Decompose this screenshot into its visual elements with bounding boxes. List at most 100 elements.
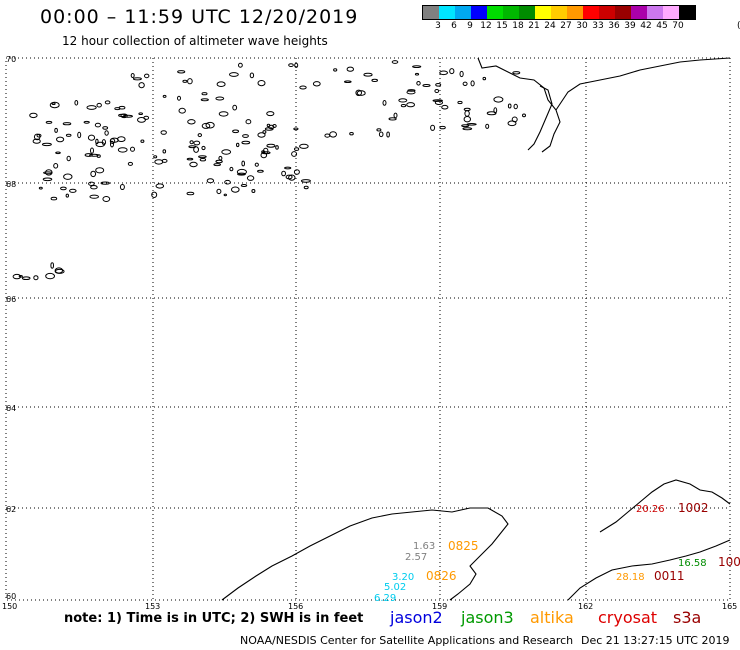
- ice-contour: [32, 138, 41, 144]
- ice-contour: [198, 155, 207, 159]
- legend-swatch: [567, 6, 583, 19]
- ice-contour: [275, 145, 279, 150]
- ice-contour: [96, 102, 102, 108]
- ice-contour: [388, 117, 397, 121]
- legend-swatch: [487, 6, 503, 19]
- ice-contour: [66, 155, 71, 162]
- lat-label-62: 62: [6, 505, 16, 514]
- coastline-inlet: [527, 85, 553, 151]
- lat-label-66: 66: [6, 295, 16, 304]
- legend-label: 12: [480, 21, 492, 31]
- legend-swatch: [583, 6, 599, 19]
- obs-value: 6.29: [374, 593, 396, 604]
- lon-label-150: 150: [2, 602, 17, 611]
- ice-contour: [463, 107, 471, 112]
- ice-contour: [12, 273, 22, 280]
- legend-swatch: [615, 6, 631, 19]
- ice-contour: [457, 100, 463, 105]
- ice-contour: [449, 68, 455, 75]
- ice-contour: [470, 80, 475, 87]
- legend-label: 70: [672, 21, 684, 31]
- obs-value: 16.58: [678, 558, 707, 569]
- obs-time: 0011: [654, 569, 685, 583]
- ice-contour: [260, 152, 268, 159]
- ice-contour: [386, 131, 390, 138]
- ice-contour: [95, 141, 106, 148]
- ice-contour: [51, 102, 56, 105]
- ice-contour: [187, 78, 193, 85]
- ice-contour: [236, 168, 247, 175]
- ice-contour: [104, 130, 109, 136]
- obs-value: 2.57: [405, 552, 427, 563]
- lat-label-70: 70: [6, 55, 16, 64]
- legend-label: 33: [592, 21, 604, 31]
- ice-contour: [205, 121, 215, 129]
- ice-contour: [45, 120, 53, 124]
- ice-contour: [416, 81, 421, 86]
- ice-contour: [507, 120, 517, 127]
- ice-contour: [50, 262, 55, 269]
- ice-contour: [60, 186, 67, 191]
- ice-contour: [127, 161, 133, 166]
- ice-contour: [189, 140, 194, 145]
- ice-contour: [216, 188, 222, 195]
- legend-swatch: [663, 6, 679, 19]
- ice-contour: [434, 89, 440, 93]
- ice-contour: [90, 147, 94, 154]
- legend-swatch: [503, 6, 519, 19]
- ice-contour: [193, 140, 201, 146]
- ice-contour: [300, 179, 311, 183]
- ice-contour: [303, 185, 309, 190]
- ice-contour: [229, 166, 234, 172]
- ice-contour: [507, 103, 512, 109]
- ice-contour: [439, 70, 449, 76]
- ice-contour: [178, 107, 186, 114]
- ice-contour: [74, 100, 79, 106]
- ice-contour: [218, 111, 229, 117]
- ice-contour: [224, 179, 231, 185]
- ice-contour: [43, 171, 53, 175]
- legend-label: 24: [544, 21, 556, 31]
- ice-contour: [242, 134, 249, 138]
- legend-swatch: [535, 6, 551, 19]
- ice-contour: [293, 169, 300, 175]
- ice-contour: [232, 129, 240, 134]
- ice-contour: [104, 100, 111, 105]
- ice-contour: [439, 125, 446, 130]
- ice-contour: [199, 158, 207, 162]
- ice-contour: [232, 104, 238, 111]
- obs-time: 100: [718, 555, 740, 569]
- obs-value: 1.63: [413, 541, 435, 552]
- ice-contour: [201, 145, 206, 151]
- ice-contour: [272, 124, 277, 128]
- ice-contour: [87, 134, 96, 141]
- obs-value: 3.20: [392, 572, 414, 583]
- ice-contour: [241, 160, 245, 167]
- ice-contour: [84, 153, 93, 157]
- ice-contour: [151, 191, 158, 199]
- ice-contour: [293, 127, 299, 131]
- legend-label: 21: [528, 21, 540, 31]
- ice-contour: [137, 117, 146, 123]
- legend-color-bar: [422, 5, 696, 20]
- lon-label-162: 162: [578, 602, 593, 611]
- legend-label: 42: [640, 21, 652, 31]
- ice-contour: [153, 155, 158, 159]
- ice-contour: [349, 132, 354, 136]
- ice-contour: [189, 161, 198, 168]
- footer-timestamp: Dec 21 13:27:15 UTC 2019: [581, 634, 730, 647]
- ice-contour: [55, 151, 61, 155]
- ice-contour: [122, 114, 134, 118]
- ice-contour: [138, 112, 143, 115]
- lon-label-156: 156: [288, 602, 303, 611]
- ice-contour: [257, 80, 266, 87]
- ice-contour: [54, 268, 65, 274]
- ice-contour: [33, 275, 39, 281]
- legend-swatch: [631, 6, 647, 19]
- ice-contour: [513, 103, 518, 110]
- ice-contour: [53, 163, 59, 169]
- legend-swatch: [647, 6, 663, 19]
- ice-contour: [266, 143, 276, 148]
